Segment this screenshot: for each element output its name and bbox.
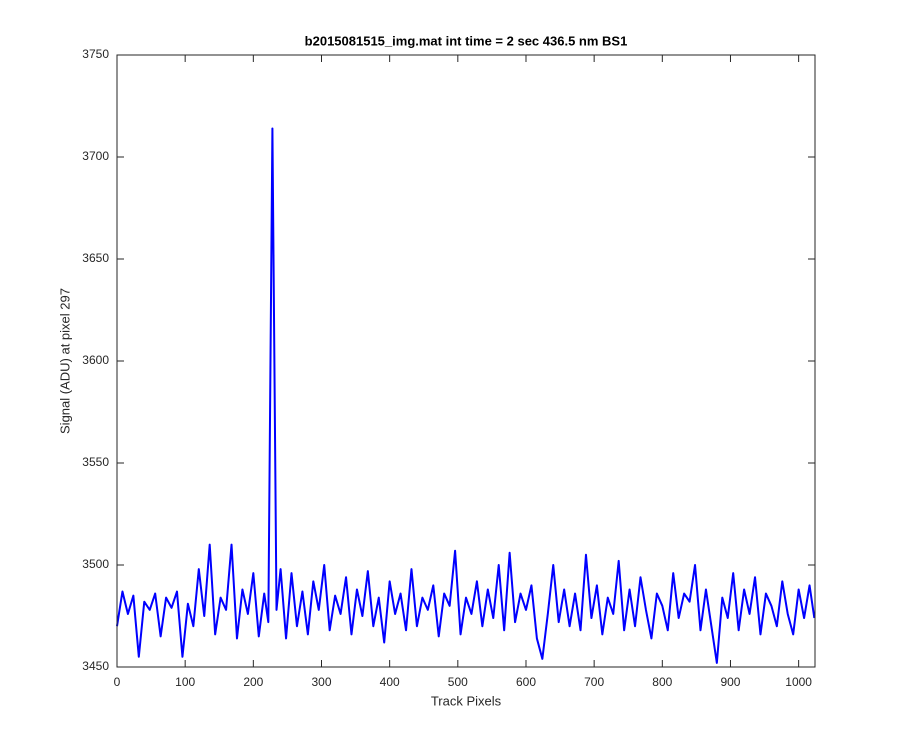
x-tick-label: 500 bbox=[448, 675, 468, 689]
y-axis-label: Signal (ADU) at pixel 297 bbox=[57, 288, 72, 434]
y-tick-label: 3600 bbox=[82, 353, 109, 367]
x-tick-label: 900 bbox=[720, 675, 740, 689]
chart-title: b2015081515_img.mat int time = 2 sec 436… bbox=[305, 33, 628, 48]
x-tick-label: 200 bbox=[243, 675, 263, 689]
plot-frame bbox=[116, 54, 816, 668]
x-tick-label: 0 bbox=[114, 675, 121, 689]
x-tick-label: 1000 bbox=[785, 675, 812, 689]
y-tick-label: 3700 bbox=[82, 149, 109, 163]
x-tick-label: 700 bbox=[584, 675, 604, 689]
x-tick-label: 800 bbox=[652, 675, 672, 689]
x-tick-label: 100 bbox=[175, 675, 195, 689]
x-tick-label: 300 bbox=[311, 675, 331, 689]
x-tick-label: 400 bbox=[380, 675, 400, 689]
y-tick-label: 3450 bbox=[82, 659, 109, 673]
data-line bbox=[116, 127, 816, 664]
y-tick-label: 3750 bbox=[82, 47, 109, 61]
x-axis-label: Track Pixels bbox=[431, 693, 502, 708]
x-tick-label: 600 bbox=[516, 675, 536, 689]
y-tick-label: 3650 bbox=[82, 251, 109, 265]
y-tick-label: 3500 bbox=[82, 557, 109, 571]
y-tick-label: 3550 bbox=[82, 455, 109, 469]
